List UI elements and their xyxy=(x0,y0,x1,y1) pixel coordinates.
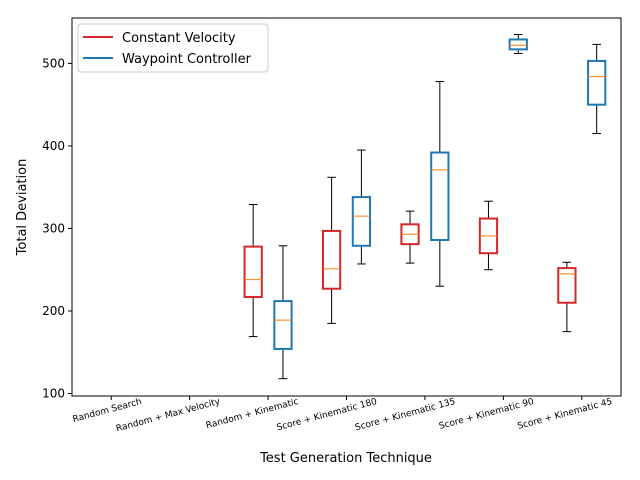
box-constant-velocity xyxy=(400,210,420,264)
box-constant-velocity xyxy=(321,176,342,324)
y-axis-label: Total Deviation xyxy=(15,159,30,257)
legend-frame xyxy=(77,23,269,73)
box-body xyxy=(557,267,577,304)
x-axis-label: Test Generation Technique xyxy=(259,451,432,466)
box-constant-velocity xyxy=(478,200,499,271)
y-tick-label: 300 xyxy=(42,221,65,235)
legend-label-constant-velocity: Constant Velocity xyxy=(122,31,236,46)
box-layer xyxy=(243,34,607,380)
y-tick-label: 100 xyxy=(42,387,65,401)
y-axis: 100 200 300 400 500 xyxy=(42,56,72,401)
box-waypoint-controller xyxy=(273,245,293,380)
box-waypoint-controller xyxy=(351,149,372,265)
box-constant-velocity xyxy=(243,204,263,338)
box-waypoint-controller xyxy=(587,43,607,135)
legend-label-waypoint-controller: Waypoint Controller xyxy=(122,52,252,67)
y-tick-label: 500 xyxy=(42,56,65,70)
plot-area-frame xyxy=(71,17,622,397)
y-tick-label: 400 xyxy=(42,139,65,153)
legend: Constant Velocity Waypoint Controller xyxy=(77,23,269,73)
box-body xyxy=(587,59,607,106)
box-body xyxy=(273,300,293,350)
box-constant-velocity xyxy=(557,261,577,333)
box-body xyxy=(351,196,372,247)
box-body xyxy=(508,38,528,51)
box-body xyxy=(243,245,263,298)
box-waypoint-controller xyxy=(430,81,450,287)
box-body xyxy=(430,151,450,242)
y-tick-label: 200 xyxy=(42,304,65,318)
box-waypoint-controller xyxy=(508,34,528,54)
box-body xyxy=(321,229,342,290)
